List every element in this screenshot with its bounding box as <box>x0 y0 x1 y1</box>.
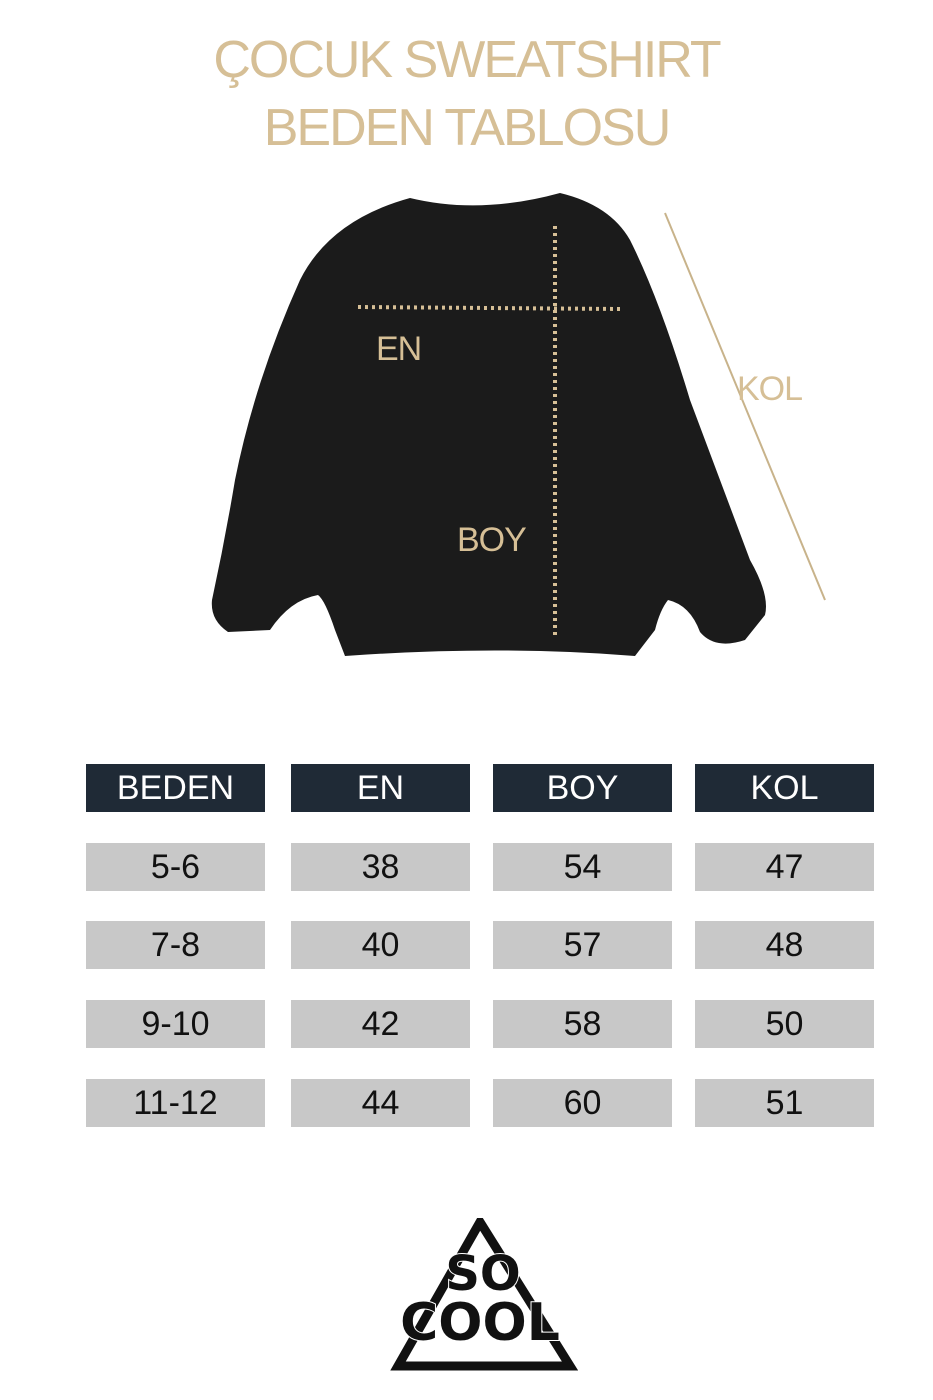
svg-text:SO: SO <box>445 1246 520 1302</box>
table-cell: 7-8 <box>86 921 265 969</box>
table-cell: 58 <box>493 1000 672 1048</box>
boy-label: BOY <box>457 521 527 559</box>
table-cell: 9-10 <box>86 1000 265 1048</box>
so-cool-logo: SO COOL <box>390 1218 578 1371</box>
table-cell: 50 <box>695 1000 874 1048</box>
header-en: EN <box>291 764 470 812</box>
table-cell: 40 <box>291 921 470 969</box>
table-cell: 57 <box>493 921 672 969</box>
header-beden: BEDEN <box>86 764 265 812</box>
table-cell: 54 <box>493 843 672 891</box>
table-cell: 44 <box>291 1079 470 1127</box>
table-cell: 47 <box>695 843 874 891</box>
kol-measure-line <box>664 212 826 601</box>
table-cell: 11-12 <box>86 1079 265 1127</box>
title-line-1: ÇOCUK SWEATSHIRT <box>213 31 721 89</box>
header-kol: KOL <box>695 764 874 812</box>
title-line-2: BEDEN TABLOSU <box>263 99 672 157</box>
svg-text:COOL: COOL <box>400 1293 560 1353</box>
table-cell: 51 <box>695 1079 874 1127</box>
table-cell: 38 <box>291 843 470 891</box>
sweatshirt-body <box>211 193 767 656</box>
table-cell: 42 <box>291 1000 470 1048</box>
table-cell: 5-6 <box>86 843 265 891</box>
header-boy: BOY <box>493 764 672 812</box>
table-cell: 60 <box>493 1079 672 1127</box>
en-measure-line <box>357 305 621 311</box>
kol-label: KOL <box>737 370 803 408</box>
en-label: EN <box>376 330 422 368</box>
table-cell: 48 <box>695 921 874 969</box>
sweatshirt-illustration <box>211 193 826 656</box>
